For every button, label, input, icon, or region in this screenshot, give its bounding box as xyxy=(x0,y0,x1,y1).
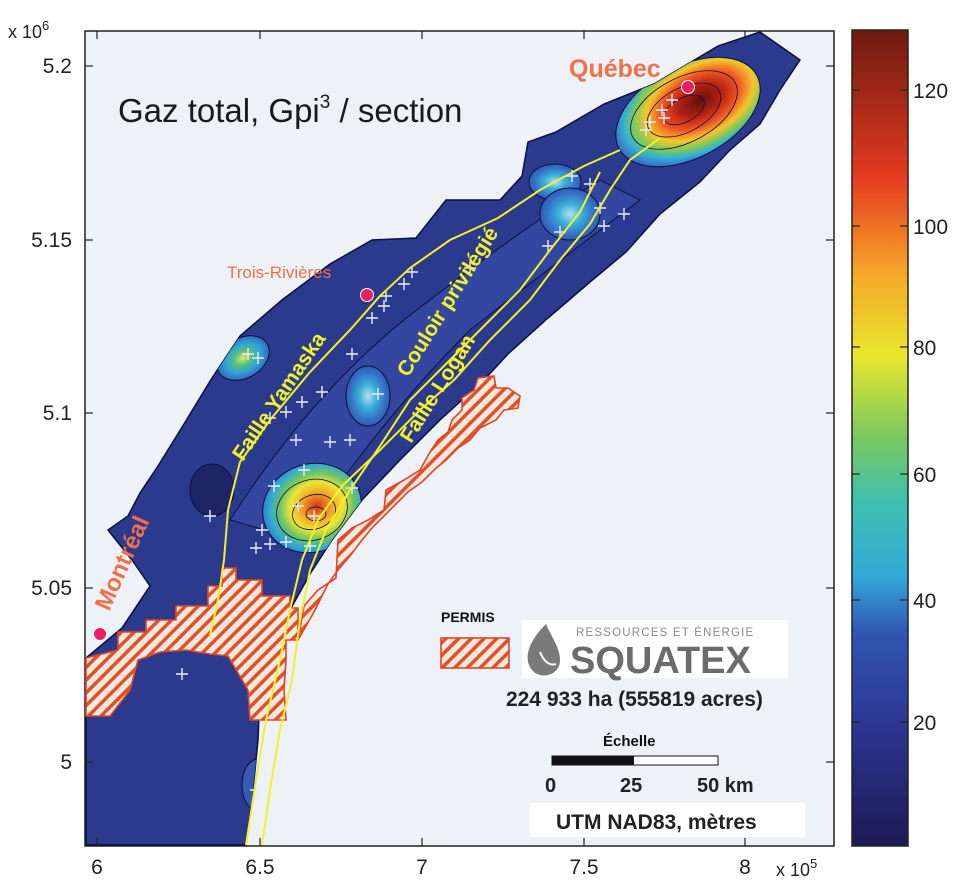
title-box xyxy=(106,76,516,138)
well-cross xyxy=(464,262,476,274)
company-tagline: RESSOURCES ET ÉNERGIE xyxy=(576,626,754,639)
well-cross xyxy=(292,500,304,512)
x-tick-label: 6.5 xyxy=(245,856,274,879)
well-cross xyxy=(598,220,610,232)
well-cross xyxy=(644,116,656,128)
permis-swatch xyxy=(440,637,510,669)
city-label-quebec: Québec xyxy=(569,55,661,83)
y-tick-label: 5.05 xyxy=(31,577,72,600)
well-cross xyxy=(252,352,264,364)
well-cross xyxy=(308,510,320,522)
x-tick-label: 8 xyxy=(739,856,751,879)
scale-tick-25: 25 xyxy=(620,775,642,797)
well-cross xyxy=(290,434,302,446)
faille-yamaska-line xyxy=(209,149,621,637)
well-cross xyxy=(264,538,276,550)
permit-areas xyxy=(85,375,521,721)
x-exponent: x 105 xyxy=(776,856,817,880)
y-axis: 5.2 5.15 5.1 5.05 5 xyxy=(31,55,834,774)
colorbar-ticks: 120 100 80 60 40 20 xyxy=(852,80,948,735)
trois-rivieres-dot xyxy=(360,288,374,302)
map-title: Gaz total, Gpi3 / section xyxy=(118,92,462,129)
faille-logan-line xyxy=(245,137,661,846)
well-cross xyxy=(344,434,356,446)
scale-tick-50: 50 km xyxy=(697,775,754,797)
well-cross xyxy=(242,348,254,360)
company-name: SQUATEX xyxy=(570,640,752,682)
x-tick-label: 7 xyxy=(416,856,428,879)
well-cross xyxy=(298,464,310,476)
colorbar-tick-label: 120 xyxy=(913,80,948,103)
projection-label: UTM NAD83, mètres xyxy=(556,811,757,834)
colorbar-tick-label: 40 xyxy=(913,590,936,613)
permis-label: PERMIS xyxy=(441,609,495,625)
y-tick-label: 5.1 xyxy=(43,402,72,425)
well-cross xyxy=(204,510,216,522)
scale-bar: Échelle 0 25 50 km xyxy=(545,733,754,797)
company-logo: RESSOURCES ET ÉNERGIE SQUATEX xyxy=(522,620,788,682)
colorbar xyxy=(851,29,909,847)
projection-box xyxy=(530,803,805,837)
y-tick-label: 5.2 xyxy=(43,55,72,78)
well-cross xyxy=(372,388,384,400)
well-cross xyxy=(366,312,378,324)
well-cross xyxy=(378,300,390,312)
montreal-dot xyxy=(93,627,107,641)
well-cross xyxy=(280,406,292,418)
well-cross xyxy=(268,480,280,492)
well-cross xyxy=(176,668,188,680)
x-axis: 6 6.5 7 7.5 8 xyxy=(91,31,751,879)
colorbar-tick-label: 20 xyxy=(913,712,936,735)
y-tick-label: 5.15 xyxy=(31,229,72,252)
permit-area-text: 224 933 ha (555819 acres) xyxy=(506,688,763,711)
well-cross xyxy=(250,542,262,554)
colorbar-tick-label: 100 xyxy=(913,216,948,239)
scale-title: Échelle xyxy=(603,733,656,750)
quebec-dot xyxy=(681,80,695,94)
well-cross xyxy=(666,94,678,106)
well-cross xyxy=(346,348,358,360)
well-cross xyxy=(398,278,410,290)
colorbar-tick-label: 80 xyxy=(913,337,936,360)
city-label-trois-rivieres: Trois-Rivières xyxy=(227,263,331,282)
well-cross xyxy=(656,104,668,116)
couloir-line xyxy=(261,171,601,846)
fault-lines xyxy=(209,137,661,846)
x-tick-label: 7.5 xyxy=(569,856,598,879)
scale-tick-0: 0 xyxy=(545,775,556,797)
well-cross xyxy=(316,386,328,398)
well-cross xyxy=(658,112,670,124)
permit-legend: PERMIS xyxy=(440,609,510,669)
y-tick-label: 5 xyxy=(60,751,72,774)
well-cross xyxy=(324,436,336,448)
well-cross xyxy=(640,124,652,136)
colorbar-tick-label: 60 xyxy=(913,464,936,487)
well-cross xyxy=(618,208,630,220)
droplet-icon xyxy=(527,624,560,676)
well-cross xyxy=(380,290,392,302)
well-cross xyxy=(256,524,268,536)
well-cross xyxy=(406,266,418,278)
well-cross xyxy=(264,412,276,424)
x-tick-label: 6 xyxy=(91,856,103,879)
well-cross xyxy=(280,536,292,548)
y-exponent: x 106 xyxy=(8,18,49,42)
well-cross xyxy=(296,396,308,408)
